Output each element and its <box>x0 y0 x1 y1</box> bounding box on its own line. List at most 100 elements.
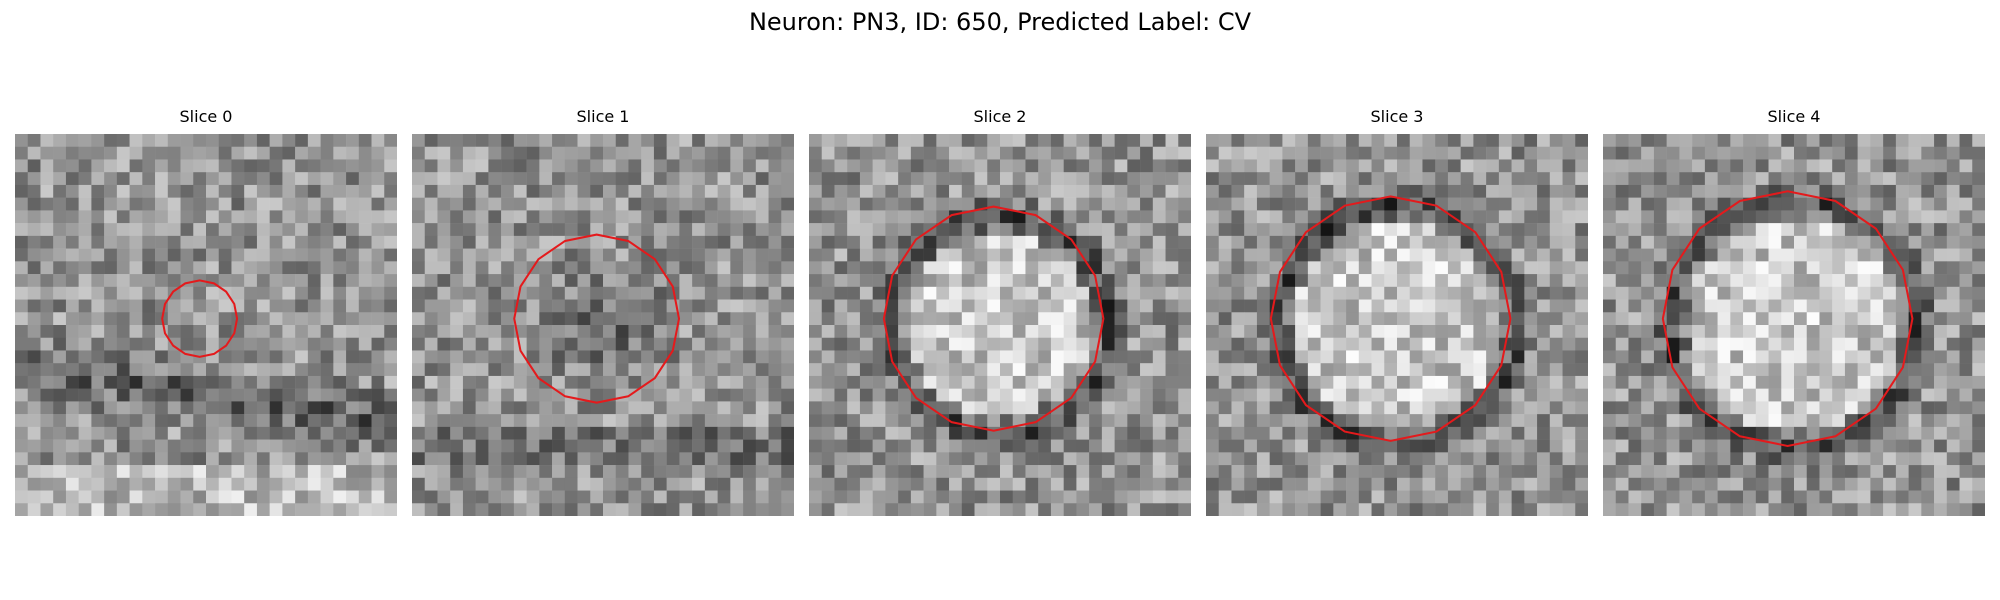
image-pixel <box>1473 452 1487 466</box>
image-pixel <box>1934 286 1948 300</box>
image-pixel <box>193 465 207 479</box>
image-pixel <box>1819 274 1833 288</box>
image-pixel <box>1127 197 1141 211</box>
image-pixel <box>1000 477 1013 491</box>
image-pixel <box>1206 274 1219 288</box>
image-pixel <box>1768 235 1782 249</box>
image-pixel <box>1844 465 1858 479</box>
image-pixel <box>475 274 489 288</box>
image-pixel <box>1959 235 1973 249</box>
image-pixel <box>1549 312 1563 326</box>
image-pixel <box>1000 401 1013 415</box>
image-pixel <box>704 312 718 326</box>
image-pixel <box>1946 503 1960 516</box>
image-pixel <box>1409 159 1423 173</box>
image-pixel <box>1422 159 1436 173</box>
image-pixel <box>295 337 309 351</box>
image-pixel <box>834 299 848 313</box>
image-pixel <box>1832 312 1846 326</box>
image-pixel <box>603 197 616 211</box>
image-pixel <box>1666 286 1680 300</box>
image-pixel <box>872 325 886 338</box>
image-pixel <box>27 388 41 402</box>
image-pixel <box>1231 325 1245 338</box>
image-pixel <box>949 235 963 249</box>
image-pixel <box>142 490 156 504</box>
image-pixel <box>1575 223 1588 237</box>
image-pixel <box>628 312 642 326</box>
image-pixel <box>1025 452 1039 466</box>
image-pixel <box>692 452 706 466</box>
image-pixel <box>898 146 912 160</box>
image-pixel <box>501 235 515 249</box>
image-pixel <box>539 184 553 198</box>
image-pixel <box>859 375 873 389</box>
image-pixel <box>244 414 258 428</box>
image-pixel <box>1768 477 1782 491</box>
image-pixel <box>1127 337 1141 351</box>
image-pixel <box>1218 312 1232 326</box>
image-pixel <box>768 261 782 275</box>
image-pixel <box>1959 337 1973 351</box>
image-pixel <box>155 337 169 351</box>
image-pixel <box>1012 401 1026 415</box>
image-pixel <box>462 261 476 275</box>
image-pixel <box>755 337 769 351</box>
image-pixel <box>717 184 731 198</box>
image-pixel <box>371 274 385 288</box>
image-pixel <box>1397 159 1410 173</box>
image-pixel <box>129 134 143 147</box>
image-pixel <box>1692 363 1706 377</box>
image-pixel <box>333 375 347 389</box>
image-pixel <box>1844 375 1858 389</box>
image-pixel <box>949 197 963 211</box>
image-pixel <box>142 477 156 491</box>
image-pixel <box>615 197 629 211</box>
image-pixel <box>923 337 937 351</box>
image-pixel <box>1089 248 1103 262</box>
image-pixel <box>859 172 873 186</box>
image-pixel <box>1038 159 1052 173</box>
image-pixel <box>488 299 502 313</box>
image-pixel <box>27 401 41 415</box>
image-pixel <box>412 325 425 338</box>
image-pixel <box>1537 439 1551 453</box>
image-pixel <box>1692 286 1706 300</box>
image-pixel <box>1653 325 1667 338</box>
image-pixel <box>1050 452 1064 466</box>
image-pixel <box>1806 146 1820 160</box>
image-pixel <box>193 477 207 491</box>
image-pixel <box>1934 261 1948 275</box>
image-pixel <box>1460 465 1474 479</box>
image-pixel <box>1883 465 1897 479</box>
image-pixel <box>27 197 41 211</box>
image-pixel <box>1946 465 1960 479</box>
image-pixel <box>577 210 591 224</box>
image-pixel <box>1435 274 1449 288</box>
image-pixel <box>1921 426 1935 440</box>
image-pixel <box>1615 426 1629 440</box>
image-pixel <box>155 426 169 440</box>
image-pixel <box>488 503 502 516</box>
image-pixel <box>1076 197 1090 211</box>
image-pixel <box>1358 299 1372 313</box>
image-pixel <box>475 299 489 313</box>
image-pixel <box>859 261 873 275</box>
image-pixel <box>1012 337 1026 351</box>
image-pixel <box>1934 477 1948 491</box>
image-pixel <box>269 325 283 338</box>
image-pixel <box>15 401 28 415</box>
image-pixel <box>781 439 794 453</box>
image-pixel <box>898 312 912 326</box>
image-pixel <box>666 197 680 211</box>
image-pixel <box>1447 350 1461 364</box>
image-pixel <box>488 350 502 364</box>
image-pixel <box>424 337 438 351</box>
image-pixel <box>142 414 156 428</box>
image-pixel <box>1076 312 1090 326</box>
image-pixel <box>923 299 937 313</box>
image-pixel <box>615 465 629 479</box>
image-pixel <box>1549 197 1563 211</box>
image-pixel <box>1397 134 1410 147</box>
image-pixel <box>743 197 757 211</box>
